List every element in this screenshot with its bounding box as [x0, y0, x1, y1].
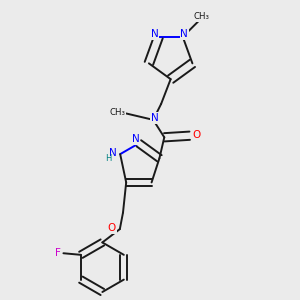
Text: F: F — [55, 248, 61, 258]
Text: H: H — [105, 154, 111, 163]
Text: N: N — [132, 134, 140, 144]
Text: CH₃: CH₃ — [194, 12, 210, 21]
Text: O: O — [107, 224, 116, 233]
Text: N: N — [151, 113, 159, 123]
Text: CH₃: CH₃ — [109, 108, 125, 117]
Text: N: N — [109, 148, 117, 158]
Text: O: O — [192, 130, 200, 140]
Text: N: N — [151, 29, 159, 39]
Text: N: N — [181, 29, 188, 39]
